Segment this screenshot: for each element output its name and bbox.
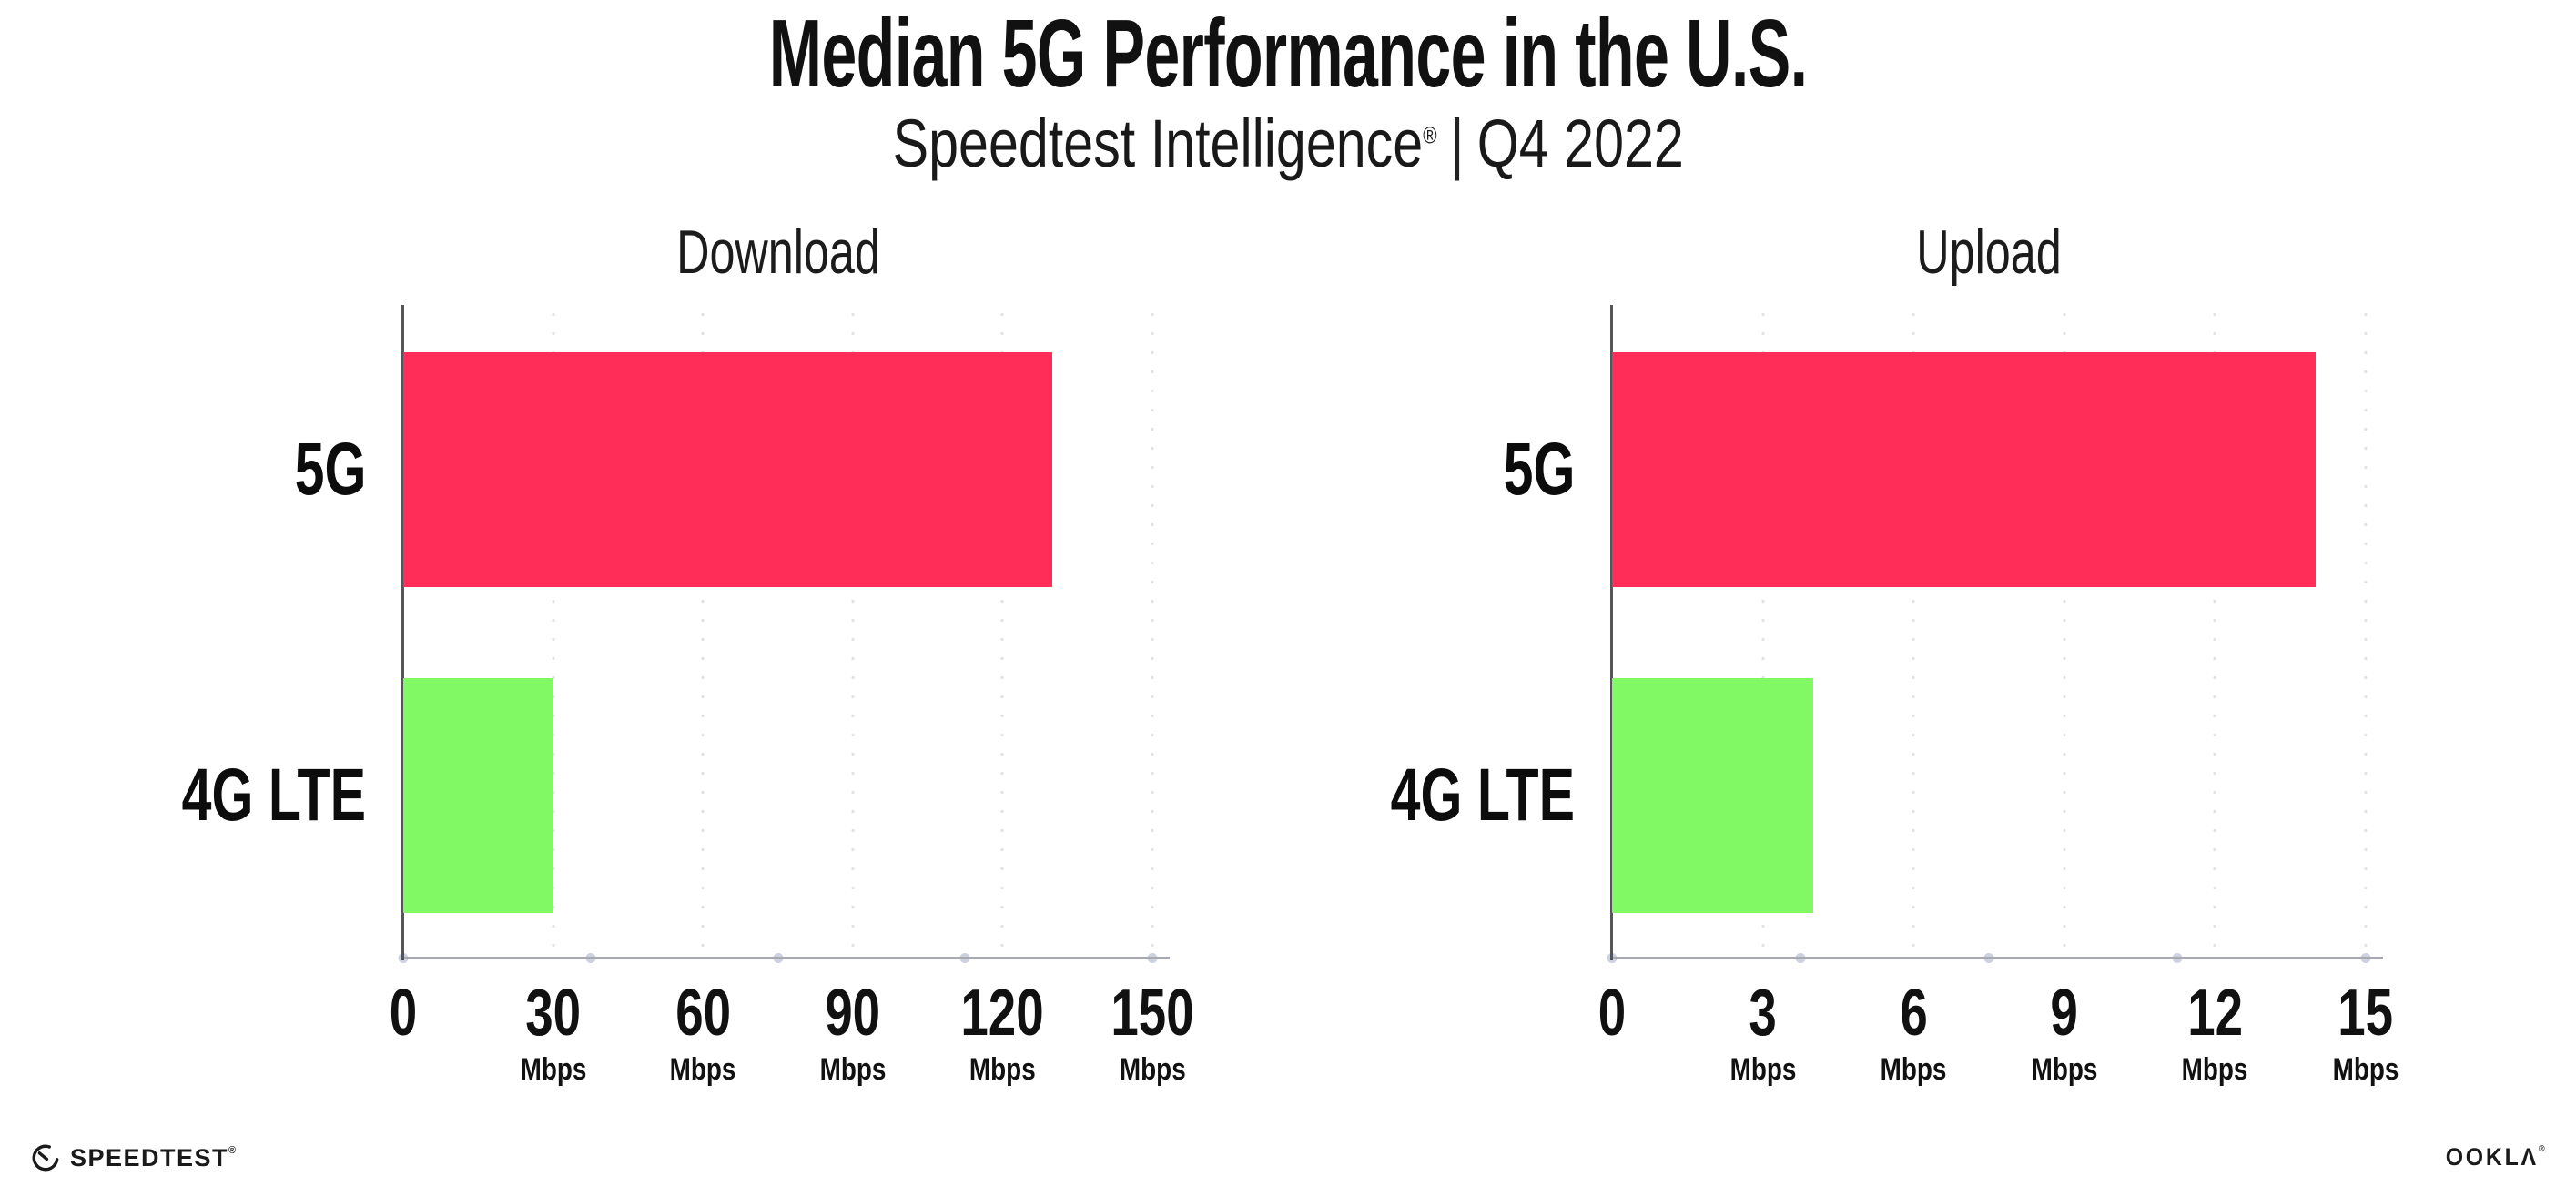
tick-unit: Mbps — [2181, 1052, 2248, 1087]
registered-mark-icon: ® — [1422, 121, 1437, 149]
tick-value: 6 — [1899, 977, 1928, 1050]
gridline-download-120 — [1000, 305, 1005, 957]
bar-upload-5g — [1612, 352, 2316, 587]
chart-title-upload: Upload — [1891, 221, 2087, 283]
tick-unit: Mbps — [2031, 1052, 2098, 1087]
page-title: Median 5G Performance in the U.S. — [0, 5, 2576, 102]
tick-unit: Mbps — [2332, 1052, 2399, 1087]
x-tick-upload-12: 12 Mbps — [2175, 980, 2256, 1085]
tick-value: 60 — [674, 977, 731, 1050]
y-axis-line-upload — [1610, 305, 1613, 960]
gridline-download-150 — [1151, 305, 1154, 957]
x-axis-line-upload — [1611, 957, 2383, 959]
ookla-registered-mark: ® — [2538, 1144, 2547, 1154]
tick-value: 0 — [1597, 977, 1627, 1050]
x-tick-download-60: 60 Mbps — [663, 980, 744, 1085]
tick-unit: Mbps — [969, 1052, 1036, 1087]
category-label-upload-5g: 5G — [0, 432, 1575, 507]
category-label-text: 5G — [294, 428, 366, 511]
gridline-upload-9 — [2062, 305, 2066, 957]
speedtest-gauge-icon — [30, 1142, 61, 1173]
gridline-upload-12 — [2213, 305, 2217, 957]
subtitle-period: Q4 2022 — [1476, 106, 1684, 181]
x-tick-upload-6: 6 Mbps — [1873, 980, 1954, 1085]
chart-title-download: Download — [640, 221, 915, 283]
speedtest-logo: SPEEDTEST® — [30, 1141, 238, 1174]
x-tick-upload-0: 0 — [1594, 980, 1630, 1046]
gridline-upload-15 — [2364, 305, 2368, 957]
page-title-text: Median 5G Performance in the U.S. — [768, 0, 1808, 107]
category-label-text: 5G — [1503, 428, 1575, 511]
gridline-upload-6 — [1912, 305, 1916, 957]
subtitle-divider: | — [1449, 106, 1465, 181]
tick-unit: Mbps — [819, 1052, 887, 1087]
category-label-download-5g: 5G — [0, 432, 366, 507]
ookla-wordmark: OOKLΛ — [2445, 1143, 2539, 1171]
x-tick-download-150: 150 Mbps — [1098, 980, 1207, 1085]
tick-unit: Mbps — [1729, 1052, 1796, 1087]
category-label-download-4g-lte: 4G LTE — [0, 758, 366, 833]
gridline-download-90 — [850, 305, 855, 957]
x-tick-download-0: 0 — [385, 980, 421, 1046]
bar-upload-4g-lte — [1612, 678, 1813, 913]
tick-value: 90 — [825, 977, 881, 1050]
tick-value: 12 — [2186, 977, 2243, 1050]
tick-value: 9 — [2050, 977, 2079, 1050]
category-label-text: 4G LTE — [181, 754, 366, 837]
tick-value: 120 — [960, 977, 1045, 1050]
tick-value: 15 — [2338, 977, 2394, 1050]
gridline-download-30 — [551, 305, 555, 957]
x-tick-download-30: 30 Mbps — [512, 980, 593, 1085]
tick-unit: Mbps — [520, 1052, 586, 1087]
x-axis-line-download — [402, 957, 1170, 959]
ookla-logo: OOKLΛ® — [2437, 1145, 2547, 1170]
y-axis-line-download — [401, 305, 404, 960]
speedtest-registered-mark: ® — [228, 1144, 238, 1156]
chart-title-text: Download — [675, 218, 880, 287]
bar-download-4g-lte — [403, 678, 553, 913]
tick-unit: Mbps — [1880, 1052, 1947, 1087]
x-tick-download-120: 120 Mbps — [948, 980, 1057, 1085]
page-subtitle: Speedtest Intelligence® | Q4 2022 — [0, 110, 2576, 178]
bar-download-5g — [403, 352, 1053, 587]
x-tick-download-90: 90 Mbps — [812, 980, 893, 1085]
x-tick-upload-3: 3 Mbps — [1722, 980, 1803, 1085]
category-label-text: 4G LTE — [1390, 754, 1575, 837]
tick-unit: Mbps — [669, 1052, 736, 1087]
tick-value: 0 — [389, 977, 418, 1050]
subtitle-brand: Speedtest Intelligence — [892, 106, 1423, 181]
x-tick-upload-15: 15 Mbps — [2326, 980, 2407, 1085]
tick-unit: Mbps — [1119, 1052, 1186, 1087]
tick-value: 150 — [1111, 977, 1194, 1050]
gridline-download-60 — [701, 305, 705, 957]
gridline-upload-3 — [1760, 305, 1765, 957]
tick-value: 3 — [1749, 977, 1777, 1050]
tick-value: 30 — [525, 977, 582, 1050]
category-label-upload-4g-lte: 4G LTE — [0, 758, 1575, 833]
speedtest-wordmark: SPEEDTEST® — [70, 1143, 238, 1172]
x-tick-upload-9: 9 Mbps — [2023, 980, 2104, 1085]
chart-title-text: Upload — [1916, 218, 2062, 287]
